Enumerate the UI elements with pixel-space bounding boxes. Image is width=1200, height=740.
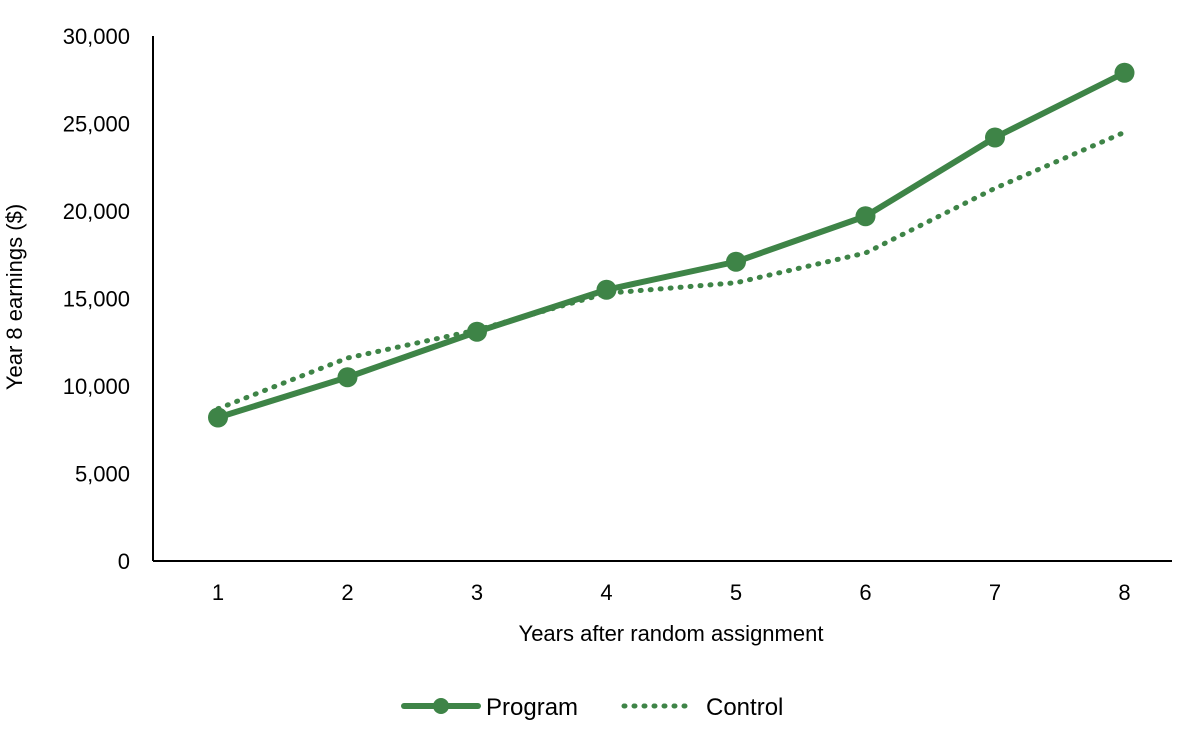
legend-item-program: Program — [401, 694, 578, 721]
axes — [152, 36, 1172, 562]
legend-program-swatch-marker — [433, 698, 449, 714]
x-axis-title: Years after random assignment — [519, 621, 824, 646]
data-point-program — [726, 251, 746, 272]
y-tick-label: 30,000 — [63, 24, 130, 49]
x-tick-label: 3 — [471, 580, 483, 605]
series-line-control — [215, 129, 1127, 412]
data-point-program — [985, 127, 1005, 148]
series-layer — [208, 62, 1135, 428]
data-point-program — [337, 367, 358, 388]
x-tick-label: 5 — [730, 580, 742, 605]
y-tick-label: 25,000 — [63, 112, 130, 137]
y-tick-label: 15,000 — [63, 287, 130, 312]
x-tick-label: 6 — [859, 580, 871, 605]
data-point-program — [596, 279, 617, 300]
x-tick-label: 8 — [1118, 580, 1130, 605]
x-tick-labels: 1 2 3 4 5 6 7 8 — [212, 580, 1131, 605]
y-tick-label: 0 — [118, 549, 130, 574]
y-tick-label: 20,000 — [63, 199, 130, 224]
legend-program-label: Program — [486, 694, 578, 721]
legend-control-label: Control — [706, 694, 783, 721]
series-line-program — [215, 69, 1128, 421]
x-tick-label: 7 — [989, 580, 1001, 605]
legend: Program Control — [401, 694, 783, 721]
data-point-program — [855, 206, 876, 227]
data-point-program — [1114, 62, 1135, 83]
x-tick-label: 2 — [341, 580, 353, 605]
y-tick-label: 5,000 — [75, 462, 130, 487]
data-point-program — [467, 321, 487, 342]
y-tick-labels: 0 5,000 10,000 15,000 20,000 25,000 30,000 — [63, 24, 130, 574]
x-tick-label: 4 — [600, 580, 612, 605]
y-tick-label: 10,000 — [63, 374, 130, 399]
y-axis-title: Year 8 earnings ($) — [2, 204, 27, 390]
data-point-program — [208, 407, 228, 428]
x-tick-label: 1 — [212, 580, 224, 605]
legend-item-control: Control — [621, 694, 783, 721]
